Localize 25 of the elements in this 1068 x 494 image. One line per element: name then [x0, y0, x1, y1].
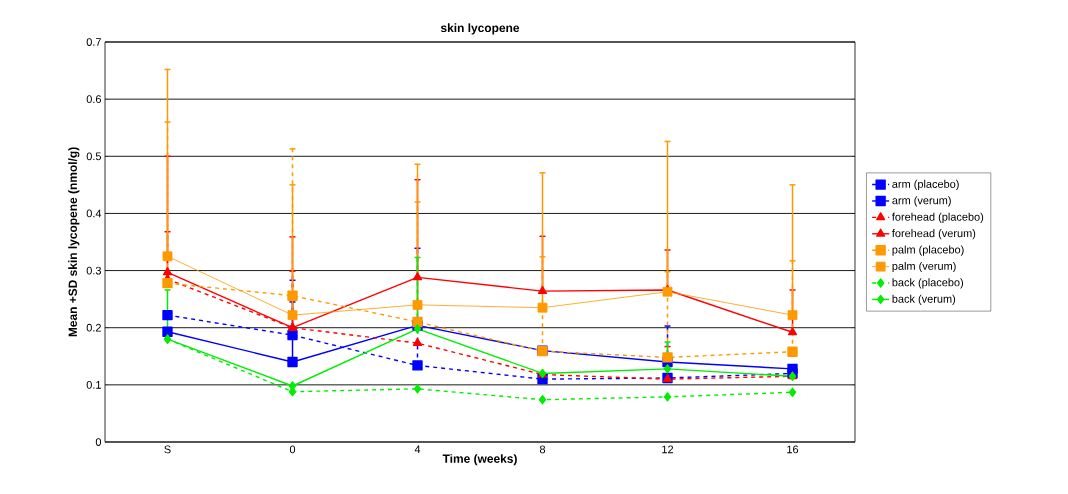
chart-title: skin lycopene [440, 23, 520, 35]
x-axis-title: Time (weeks) [442, 454, 517, 466]
y-tick-label: 0.5 [86, 152, 102, 161]
y-tick-label: 0.3 [86, 266, 101, 275]
y-tick-label: 0.4 [86, 209, 102, 218]
x-tick-label: 8 [539, 445, 546, 454]
x-tick-label: 4 [414, 445, 421, 454]
x-tick-label: S [164, 445, 171, 454]
legend-label: back (verum) [892, 294, 956, 305]
x-tick-label: 12 [662, 445, 674, 454]
legend-label: back (placebo) [892, 278, 964, 289]
y-tick-label: 0.7 [86, 38, 101, 46]
y-tick-label: 0.1 [86, 380, 101, 389]
legend-label: forehead (verum) [891, 229, 976, 240]
y-tick-label: 0.6 [86, 95, 101, 104]
y-axis-title: Mean +SD skin lycopene (nmol/g) [68, 147, 80, 337]
x-tick-label: 0 [289, 445, 296, 454]
y-tick-label: 0.2 [86, 323, 101, 332]
legend-label: forehead (placebo) [891, 212, 984, 223]
legend-label: palm (placebo) [892, 245, 964, 256]
legend-label: arm (placebo) [892, 179, 959, 191]
legend-label: palm (verum) [892, 261, 956, 273]
y-tick-label: 0 [95, 438, 102, 446]
x-tick-label: 16 [787, 445, 799, 454]
legend-label: arm (verum) [892, 196, 951, 207]
